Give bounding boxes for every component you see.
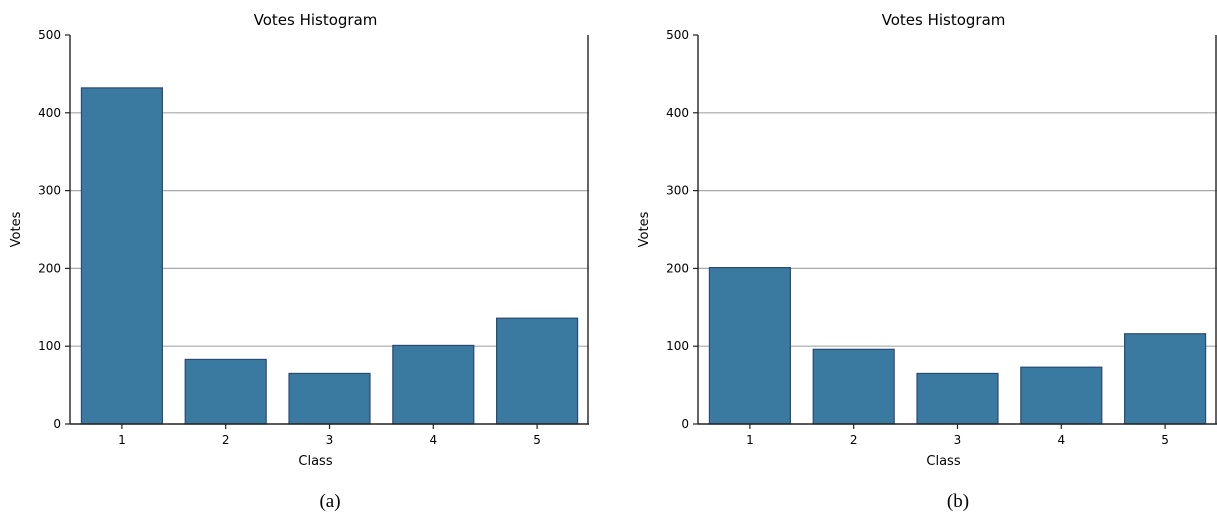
x-tick-label: 2 xyxy=(222,433,230,447)
y-tick-label: 100 xyxy=(38,339,61,353)
y-tick-label: 500 xyxy=(666,28,689,42)
y-tick-label: 100 xyxy=(666,339,689,353)
y-axis-label: Votes xyxy=(637,211,652,247)
y-tick-label: 400 xyxy=(666,106,689,120)
bar xyxy=(392,344,475,425)
bar xyxy=(496,317,579,425)
chart-panel-b: 0 100 200 300 400 500 1 2 3 4 5 Votes Histogram Clas… xyxy=(637,11,1217,512)
x-tick-label: 1 xyxy=(746,433,754,447)
x-axis-label: Class xyxy=(298,454,332,469)
x-tick-label: 3 xyxy=(326,433,334,447)
bar xyxy=(708,267,791,425)
x-axis-label: Class xyxy=(926,454,960,469)
chart-title: Votes Histogram xyxy=(882,11,1006,29)
panel-caption: (b) xyxy=(947,491,969,512)
x-tick-label: 4 xyxy=(1057,433,1065,447)
chart-panel-a: 0 100 200 300 400 500 1 2 3 4 5 Votes Histogram Clas… xyxy=(9,11,589,512)
bar xyxy=(80,87,163,425)
y-axis-label: Votes xyxy=(9,211,24,247)
y-tick-label: 200 xyxy=(38,261,61,275)
y-tick-label: 300 xyxy=(666,184,689,198)
y-tick-label: 500 xyxy=(38,28,61,42)
x-tick-label: 3 xyxy=(954,433,962,447)
chart-title: Votes Histogram xyxy=(254,11,378,29)
panel-caption: (a) xyxy=(319,491,340,512)
x-tick-label: 5 xyxy=(533,433,541,447)
x-tick-label: 1 xyxy=(118,433,126,447)
y-tick-label: 0 xyxy=(53,417,61,431)
bar xyxy=(288,372,371,425)
bar xyxy=(916,372,999,425)
bar xyxy=(1124,333,1207,425)
bar xyxy=(1020,366,1103,425)
bar xyxy=(812,348,895,425)
x-tick-label: 2 xyxy=(850,433,858,447)
y-tick-label: 300 xyxy=(38,184,61,198)
y-tick-label: 200 xyxy=(666,261,689,275)
x-tick-label: 4 xyxy=(429,433,437,447)
y-tick-label: 400 xyxy=(38,106,61,120)
x-tick-label: 5 xyxy=(1161,433,1169,447)
y-tick-label: 0 xyxy=(681,417,689,431)
bar xyxy=(184,358,267,425)
